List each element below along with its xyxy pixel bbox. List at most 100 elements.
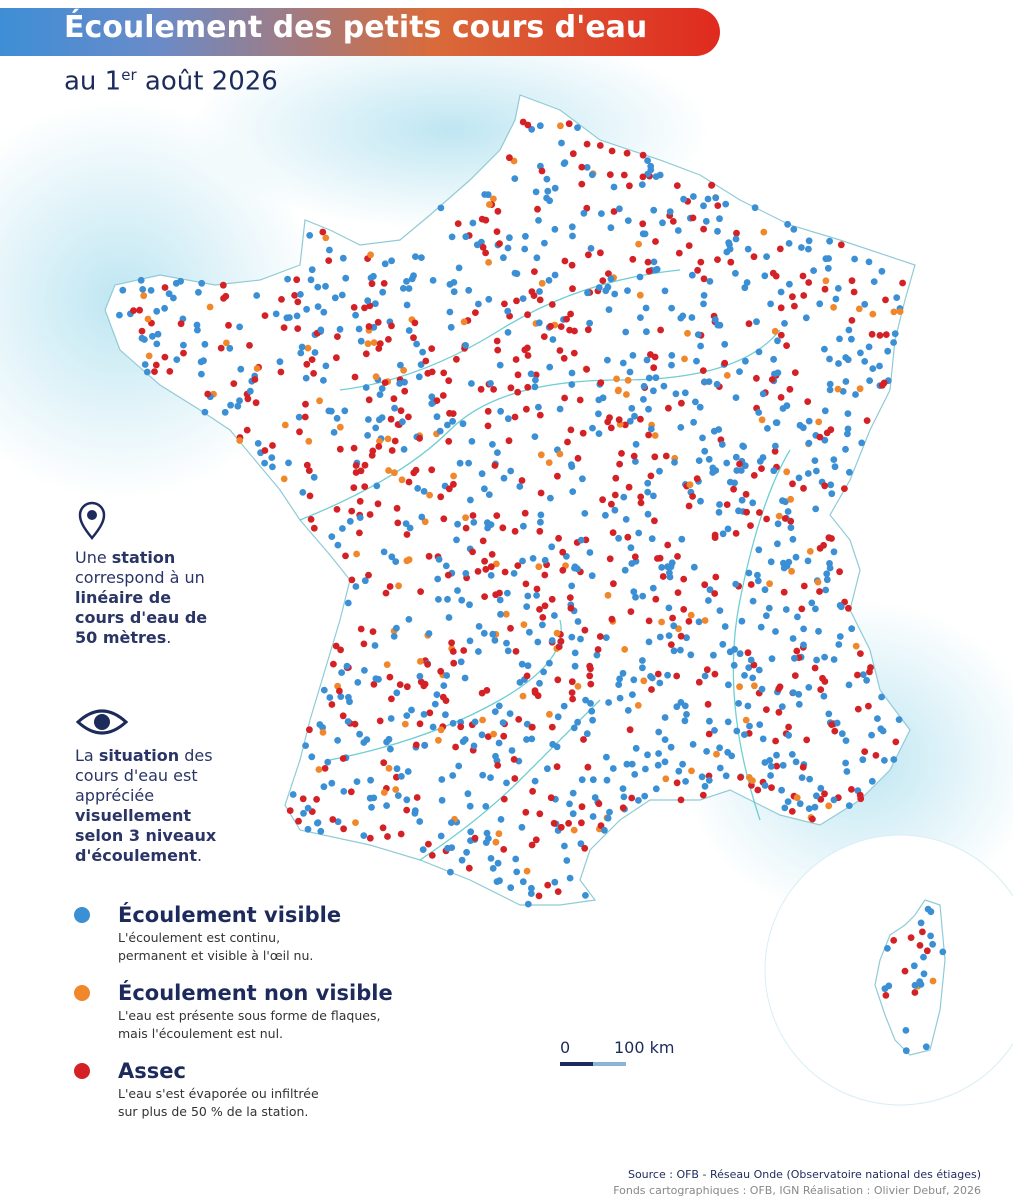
station	[570, 826, 578, 834]
station	[519, 557, 526, 565]
station	[809, 815, 816, 823]
station	[624, 217, 632, 225]
station	[907, 934, 915, 941]
station	[783, 562, 791, 570]
station	[161, 353, 169, 361]
station	[902, 1047, 910, 1055]
station	[548, 637, 556, 644]
station	[137, 276, 145, 284]
station	[671, 459, 678, 466]
station	[400, 446, 408, 453]
station	[253, 292, 261, 299]
station	[644, 488, 652, 496]
station	[595, 410, 602, 418]
station	[568, 582, 576, 590]
station	[758, 416, 766, 424]
station	[571, 564, 578, 572]
station	[475, 648, 482, 655]
station	[884, 347, 892, 355]
station	[484, 422, 492, 430]
legend-swatch	[74, 985, 90, 1001]
station	[457, 658, 465, 666]
station	[546, 710, 553, 718]
station	[615, 534, 622, 542]
station	[632, 593, 639, 601]
station	[632, 458, 639, 465]
station	[836, 335, 843, 343]
station	[380, 548, 388, 556]
station	[278, 296, 285, 303]
station	[785, 723, 792, 731]
station	[783, 468, 791, 476]
station	[454, 587, 461, 594]
station	[177, 320, 185, 328]
station	[380, 759, 388, 767]
station	[747, 656, 755, 664]
station	[321, 765, 329, 772]
station	[337, 693, 345, 700]
station	[551, 225, 559, 233]
station	[750, 253, 758, 261]
station	[286, 807, 294, 814]
station	[615, 681, 623, 688]
station	[437, 667, 445, 675]
station	[637, 415, 644, 423]
station	[481, 191, 489, 198]
station	[867, 664, 874, 671]
station	[735, 700, 742, 707]
station	[523, 867, 531, 875]
station	[890, 756, 898, 763]
station	[350, 304, 358, 311]
station	[786, 385, 794, 393]
pin-dot	[87, 510, 97, 520]
station	[193, 321, 201, 329]
station	[859, 756, 867, 764]
station	[556, 347, 564, 354]
station	[768, 376, 776, 383]
station	[786, 280, 793, 288]
station	[805, 684, 813, 691]
station	[830, 796, 838, 804]
station	[569, 150, 577, 158]
station	[506, 154, 513, 162]
station	[703, 666, 711, 674]
station	[668, 352, 676, 359]
station	[533, 592, 540, 599]
station	[322, 362, 330, 370]
station	[689, 741, 697, 748]
station	[711, 727, 718, 734]
station	[362, 384, 370, 391]
station	[339, 755, 347, 762]
station	[665, 632, 673, 639]
station	[680, 606, 688, 613]
station	[403, 301, 411, 309]
station	[747, 522, 754, 529]
station	[403, 557, 411, 565]
station	[448, 233, 456, 241]
station	[307, 276, 315, 284]
station	[759, 454, 767, 461]
station	[507, 884, 515, 891]
station	[569, 695, 576, 703]
station	[481, 593, 488, 600]
station	[742, 490, 750, 498]
station	[690, 418, 697, 426]
station	[631, 553, 639, 561]
station	[511, 175, 519, 183]
station	[368, 280, 376, 288]
station	[437, 832, 445, 840]
station	[726, 241, 733, 249]
station	[578, 163, 586, 171]
station	[170, 294, 177, 302]
station	[280, 324, 288, 331]
station	[621, 566, 629, 574]
station	[658, 564, 666, 571]
station	[673, 703, 681, 711]
station	[173, 356, 181, 363]
station	[603, 753, 610, 761]
station	[751, 682, 758, 690]
station	[217, 344, 225, 352]
station	[234, 402, 242, 410]
station	[489, 630, 497, 638]
station	[152, 361, 160, 369]
